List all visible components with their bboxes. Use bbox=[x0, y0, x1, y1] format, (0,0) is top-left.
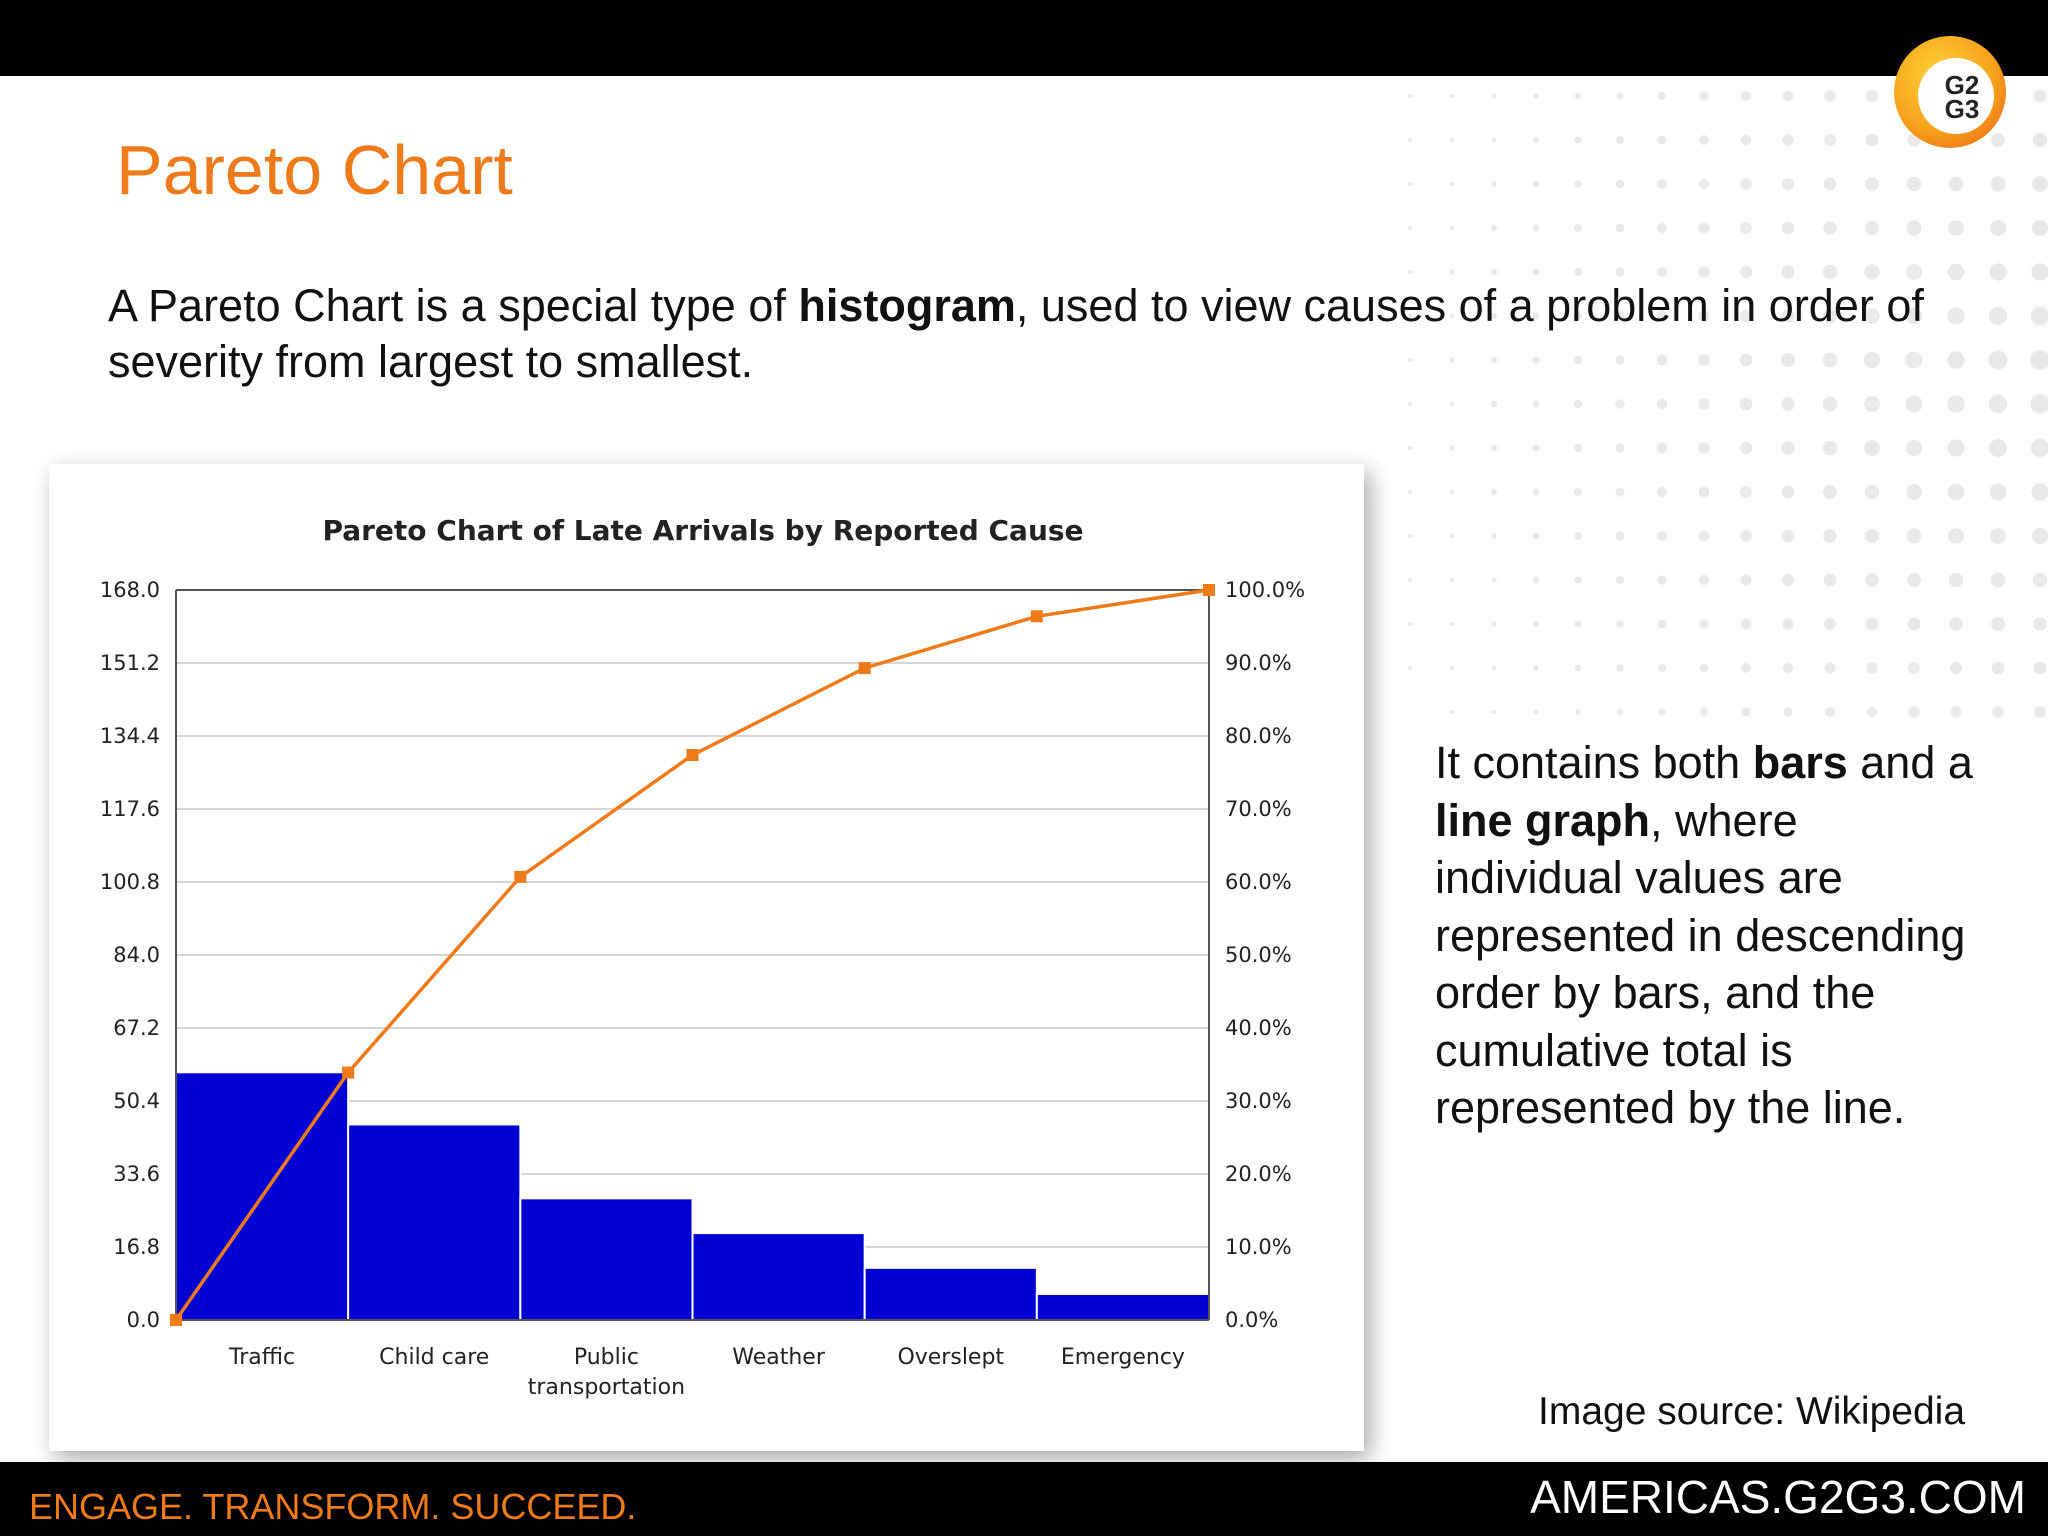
intro-text-start: A Pareto Chart is a special type of bbox=[108, 280, 799, 331]
x-tick-label: Emergency bbox=[1061, 1345, 1185, 1370]
y-tick-label: 134.4 bbox=[100, 724, 160, 748]
side-bold-line-graph: line graph bbox=[1435, 794, 1651, 846]
y2-tick-label: 80.0% bbox=[1225, 724, 1292, 748]
intro-bold-term: histogram bbox=[798, 280, 1016, 331]
y-tick-label: 168.0 bbox=[100, 578, 160, 602]
cumulative-point bbox=[342, 1066, 355, 1079]
bar-weather bbox=[691, 1232, 866, 1321]
image-source-note: Image source: Wikipedia bbox=[1538, 1390, 1966, 1433]
bottom-bar bbox=[0, 1462, 2048, 1536]
side-text-1: It contains both bbox=[1435, 737, 1753, 788]
y2-tick-label: 50.0% bbox=[1225, 943, 1292, 967]
x-tick-label: transportation bbox=[528, 1375, 685, 1400]
y2-tick-label: 40.0% bbox=[1225, 1016, 1292, 1040]
intro-text-end: , used to view causes of a problem in or… bbox=[108, 280, 1924, 387]
y-tick-label: 0.0 bbox=[127, 1308, 160, 1332]
slide-title: Pareto Chart bbox=[116, 131, 513, 209]
y-tick-label: 67.2 bbox=[113, 1016, 160, 1040]
footer-website: AMERICAS.G2G3.COM bbox=[1530, 1471, 2026, 1523]
cumulative-point bbox=[686, 748, 699, 761]
y2-tick-label: 30.0% bbox=[1225, 1089, 1292, 1113]
g2g3-logo: G2 G3 bbox=[1894, 36, 2006, 148]
y-tick-label: 100.8 bbox=[100, 870, 160, 894]
top-bar bbox=[0, 0, 2048, 76]
y2-tick-label: 100.0% bbox=[1225, 578, 1305, 602]
y2-tick-label: 20.0% bbox=[1225, 1162, 1292, 1186]
side-bold-bars: bars bbox=[1752, 737, 1848, 788]
cumulative-point bbox=[1030, 610, 1043, 623]
cumulative-point bbox=[514, 870, 527, 883]
y-tick-label: 50.4 bbox=[113, 1089, 160, 1113]
background-dot-pattern bbox=[1407, 89, 2048, 718]
y2-tick-label: 60.0% bbox=[1225, 870, 1292, 894]
svg-text:G3: G3 bbox=[1945, 94, 1980, 124]
y2-tick-label: 10.0% bbox=[1225, 1235, 1292, 1259]
bar-overslept bbox=[863, 1266, 1038, 1321]
intro-paragraph: A Pareto Chart is a special type of hist… bbox=[108, 278, 1968, 390]
y-tick-label: 33.6 bbox=[113, 1162, 160, 1186]
side-text-2: and a bbox=[1847, 737, 1973, 788]
x-tick-label: Public bbox=[574, 1345, 639, 1370]
side-text-3: , where individual values are represente… bbox=[1435, 794, 1966, 1134]
x-tick-label: Traffic bbox=[228, 1345, 295, 1370]
bar-child-care bbox=[347, 1123, 522, 1322]
y2-tick-label: 0.0% bbox=[1225, 1308, 1278, 1332]
bar-emergency bbox=[1035, 1292, 1210, 1322]
x-tick-label: Weather bbox=[732, 1345, 826, 1370]
x-tick-label: Overslept bbox=[897, 1345, 1004, 1370]
cumulative-point bbox=[170, 1314, 182, 1326]
cumulative-point bbox=[1203, 584, 1215, 596]
bar-public-transportation bbox=[519, 1197, 694, 1321]
chart-title: Pareto Chart of Late Arrivals by Reporte… bbox=[322, 514, 1083, 547]
svg-text:G2: G2 bbox=[1945, 70, 1980, 100]
side-description: It contains both bars and a line graph, … bbox=[1435, 734, 1995, 1137]
cumulative-point bbox=[858, 662, 871, 675]
y-tick-label: 117.6 bbox=[100, 797, 160, 821]
pareto-chart: 0.0 0.0% 16.8 10.0% 33.6 20.0% 50.4 30.0% 67.2 40… bbox=[100, 514, 1305, 1400]
y-tick-label: 16.8 bbox=[113, 1235, 160, 1259]
y2-tick-label: 90.0% bbox=[1225, 651, 1292, 675]
x-tick-label: Child care bbox=[379, 1345, 489, 1370]
y2-tick-label: 70.0% bbox=[1225, 797, 1292, 821]
y-tick-label: 84.0 bbox=[113, 943, 160, 967]
footer-tagline: ENGAGE. TRANSFORM. SUCCEED. bbox=[29, 1486, 637, 1527]
y-tick-label: 151.2 bbox=[100, 651, 160, 675]
